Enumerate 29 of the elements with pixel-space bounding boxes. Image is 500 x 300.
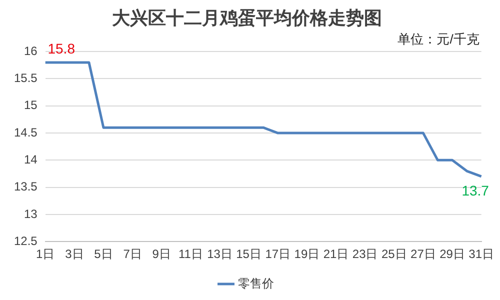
x-tick-label: 27日 (410, 247, 436, 262)
y-tick-label: 15 (24, 98, 38, 112)
x-tick-label: 1日 (36, 247, 55, 262)
x-tick-label: 31日 (468, 247, 494, 262)
data-label: 13.7 (462, 182, 490, 198)
x-tick-label: 17日 (265, 247, 291, 262)
text: 单位：元/千克 (398, 32, 480, 47)
x-tick-label: 9日 (152, 247, 171, 262)
y-tick-label: 12.5 (14, 234, 38, 248)
x-tick-label: 29日 (440, 247, 465, 262)
y-tick-label: 15.5 (14, 71, 38, 86)
x-tick-label: 5日 (94, 247, 113, 262)
x-tick-label: 3日 (65, 247, 84, 262)
x-tick-label: 21日 (323, 247, 349, 262)
legend-label: 零售价 (238, 276, 274, 290)
x-tick-label: 13日 (207, 247, 232, 262)
x-tick-label: 11日 (178, 247, 203, 262)
chart-title: 大兴区十二月鸡蛋平均价格走势图 (111, 8, 382, 28)
y-tick-label: 14 (24, 152, 38, 166)
y-tick-label: 13.5 (14, 180, 38, 194)
y-tick-label: 14.5 (14, 125, 38, 140)
data-label: 15.8 (48, 40, 76, 56)
x-tick-label: 23日 (352, 247, 378, 262)
x-tick-label: 25日 (381, 247, 407, 262)
y-tick-label: 16 (24, 44, 38, 58)
y-tick-label: 13 (24, 206, 38, 221)
x-tick-label: 7日 (123, 247, 142, 262)
x-tick-label: 15日 (236, 247, 262, 262)
x-tick-label: 19日 (294, 247, 320, 262)
